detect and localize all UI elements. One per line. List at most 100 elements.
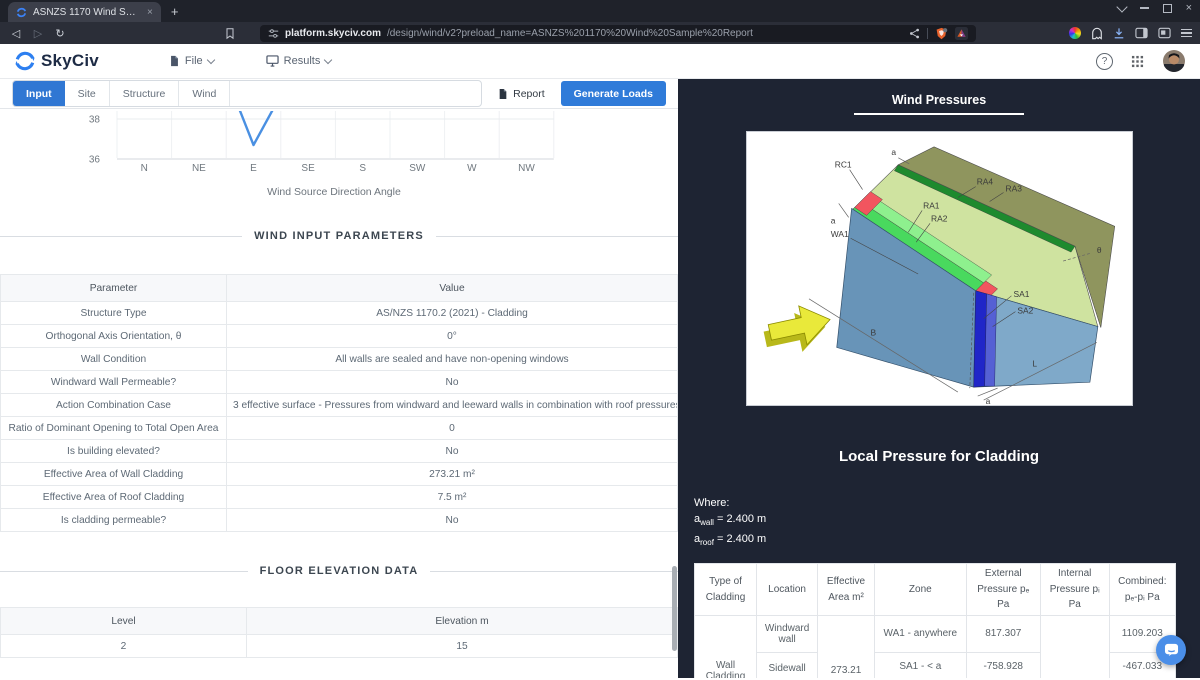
where-label: Where: xyxy=(694,497,730,509)
tab-close-icon[interactable]: × xyxy=(147,6,153,18)
wind-direction-line xyxy=(237,109,275,147)
ghost-extension-icon[interactable] xyxy=(1091,27,1103,40)
wind-input-parameters-heading: WIND INPUT PARAMETERS xyxy=(0,230,678,242)
chart-tick-label: 36 xyxy=(89,155,101,166)
wind-direction-chart: 38 36 N NE E SE S SW W NW Wind Source Direction A… xyxy=(0,109,678,212)
color-wheel-extension-icon[interactable] xyxy=(1069,27,1081,39)
wind-direction-chart-svg: 38 36 N NE E SE S SW W NW Wind Source Direction A… xyxy=(89,109,555,198)
skyciv-favicon xyxy=(16,7,27,17)
table-row: Is cladding permeable? No xyxy=(0,508,678,532)
window-restore-icon[interactable] xyxy=(1162,3,1172,13)
zone-label-ra4: RA4 xyxy=(976,177,993,187)
brave-rewards-icon[interactable] xyxy=(955,26,968,40)
input-content: 38 36 N NE E SE S SW W NW Wind Source Direction A… xyxy=(0,109,678,680)
column-header-parameter: Parameter xyxy=(0,274,227,302)
col-external-pressure: External Pressure pₑ Pa xyxy=(965,563,1041,616)
tab-structure[interactable]: Structure xyxy=(110,81,180,106)
brave-shield-icon[interactable] xyxy=(935,27,948,40)
local-pressure-heading: Local Pressure for Cladding xyxy=(838,448,1040,465)
report-button-label: Report xyxy=(513,87,545,100)
browser-tab[interactable]: ASNZS 1170 Wind Sample × xyxy=(8,2,161,22)
wind-parameters-table: Parameter Value Structure Type AS/NZS 117… xyxy=(0,274,678,532)
browser-menu-icon[interactable] xyxy=(1181,28,1192,38)
column-header-value: Value xyxy=(226,274,678,302)
window-minimize-icon[interactable] xyxy=(1139,7,1149,9)
tabs-spacer xyxy=(230,81,481,106)
parameter-name-cell: Effective Area of Roof Cladding xyxy=(0,485,227,509)
window-menu-chevron-icon[interactable] xyxy=(1115,0,1128,13)
chart-tick-label: NW xyxy=(518,163,535,174)
extensions-cluster xyxy=(1069,27,1192,40)
zone-label-sa2: SA2 xyxy=(1017,306,1033,316)
col-internal-pressure: Internal Pressure pᵢ Pa xyxy=(1039,563,1110,616)
chart-tick-label: E xyxy=(250,163,257,174)
parameter-name-cell: Orthogonal Axis Orientation, θ xyxy=(0,324,227,348)
window-close-icon[interactable]: × xyxy=(1185,2,1192,14)
url-bar[interactable]: platform.skyciv.com /design/wind/v2?prel… xyxy=(260,24,976,42)
parameter-name-cell: Wall Condition xyxy=(0,347,227,371)
parameter-value-cell: All walls are sealed and have non-openin… xyxy=(226,347,678,371)
reading-list-icon[interactable] xyxy=(1158,27,1171,39)
parameter-name-cell: Is cladding permeable? xyxy=(0,508,227,532)
sidebar-icon[interactable] xyxy=(1135,27,1148,39)
table-row: 2 15 xyxy=(0,634,678,658)
forward-icon[interactable]: ▷ xyxy=(33,27,43,40)
zone-label-sa1: SA1 xyxy=(1013,289,1029,299)
zone-label-wa1: WA1 xyxy=(830,229,848,239)
col-combined-pressure: Combined: pₑ-pᵢ Pa xyxy=(1108,563,1177,616)
table-row: Effective Area of Wall Cladding 273.21 m² xyxy=(0,462,678,486)
parameter-value-cell: 0 xyxy=(226,416,678,440)
table-row: Windward Wall Permeable? No xyxy=(0,370,678,394)
reload-icon[interactable]: ↻ xyxy=(55,27,65,40)
parameter-value-cell: 7.5 m² xyxy=(226,485,678,509)
col-zone: Zone xyxy=(873,563,967,616)
chat-widget-button[interactable] xyxy=(1156,635,1186,665)
input-panel: Input Site Structure Wind Report Generat… xyxy=(0,79,678,678)
cladding-table-header-row: Type of Cladding Location Effective Area… xyxy=(693,563,1177,616)
tab-site[interactable]: Site xyxy=(65,81,110,106)
site-settings-icon[interactable] xyxy=(268,28,279,39)
cell-type-label: Wall Cladding xyxy=(693,614,758,678)
results-menu-label: Results xyxy=(283,55,321,67)
back-icon[interactable]: ◁ xyxy=(11,27,21,40)
report-button[interactable]: Report xyxy=(492,88,551,100)
file-menu[interactable]: File xyxy=(169,55,215,67)
parameter-value-cell: No xyxy=(226,439,678,463)
url-bar-actions xyxy=(909,26,968,40)
share-icon[interactable] xyxy=(909,28,920,39)
apps-grid-icon[interactable] xyxy=(1131,55,1144,68)
table-row: Is building elevated? No xyxy=(0,439,678,463)
chart-gridlines xyxy=(116,111,555,160)
cell-combined: 1109.203 xyxy=(1108,614,1177,653)
bookmark-icon[interactable] xyxy=(224,27,236,40)
table-row: Effective Area of Roof Cladding 7.5 m² xyxy=(0,485,678,509)
column-header-elevation: Elevation m xyxy=(246,607,678,635)
floor-elevation-table: Level Elevation m 2 15 xyxy=(0,607,678,658)
avatar[interactable] xyxy=(1162,49,1186,73)
a-roof-line: aroof = 2.400 m xyxy=(694,533,767,548)
chart-tick-label: SE xyxy=(301,163,315,174)
left-panel-scrollbar[interactable] xyxy=(672,566,677,651)
parameter-name-cell: Is building elevated? xyxy=(0,439,227,463)
file-icon xyxy=(170,55,178,67)
skyciv-logo[interactable]: SkyCiv xyxy=(14,50,99,72)
chart-tick-label: S xyxy=(359,163,366,174)
tab-wind[interactable]: Wind xyxy=(179,81,231,106)
dim-label-a-left: a xyxy=(830,215,835,225)
results-menu[interactable]: Results xyxy=(266,55,333,67)
table-row: Structure Type AS/NZS 1170.2 (2021) - Cla… xyxy=(0,301,678,325)
parameter-value-cell: 0° xyxy=(226,324,678,348)
chart-tick-label: 38 xyxy=(89,115,101,126)
report-preview-panel: Wind Pressures xyxy=(678,79,1200,678)
floor-elevation-body: 2 15 xyxy=(0,634,678,658)
new-tab-button[interactable]: + xyxy=(170,4,179,19)
chart-tick-label: N xyxy=(141,163,148,174)
cell-effective-area: 273.21 xyxy=(817,614,875,678)
window-controls: × xyxy=(1115,0,1192,14)
help-button[interactable]: ? xyxy=(1096,52,1113,70)
download-icon[interactable] xyxy=(1113,27,1125,40)
browser-toolbar: ◁ ▷ ↻ platform.skyciv.com /design/wind/v… xyxy=(0,22,1200,44)
tab-input[interactable]: Input xyxy=(13,81,65,106)
wind-direction-arrow xyxy=(763,305,831,352)
generate-loads-button[interactable]: Generate Loads xyxy=(560,81,666,106)
